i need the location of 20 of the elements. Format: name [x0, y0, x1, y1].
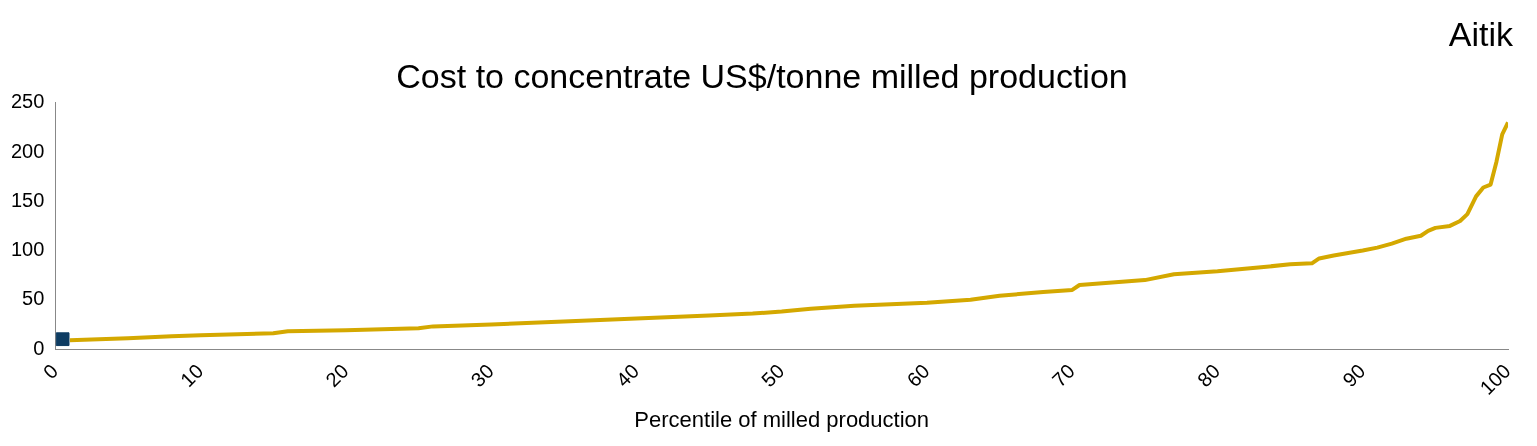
- x-tick-label: 50: [757, 359, 789, 391]
- x-axis-title: Percentile of milled production: [634, 406, 930, 432]
- x-tick-label: 90: [1338, 359, 1370, 391]
- y-tick-label: 50: [22, 287, 45, 310]
- x-tick-label: 100: [1475, 359, 1515, 399]
- y-tick-label: 250: [10, 90, 45, 113]
- x-tick-label: 60: [902, 359, 934, 391]
- chart-title: Cost to concentrate US$/tonne milled production: [396, 56, 1128, 95]
- y-tick-label: 100: [10, 238, 45, 261]
- x-tick-label: 70: [1047, 359, 1079, 391]
- x-tick-label: 20: [321, 359, 353, 391]
- x-tick-label: 40: [611, 359, 644, 391]
- x-tick-label: 10: [176, 359, 208, 391]
- x-tick-label: 30: [466, 359, 498, 391]
- text: Aitik: [1448, 15, 1514, 54]
- y-tick-label: 0: [33, 336, 45, 359]
- x-tick-label: 80: [1192, 359, 1225, 391]
- y-tick-label: 200: [10, 139, 45, 162]
- y-tick-label: 150: [10, 188, 45, 211]
- x-tick-label: 0: [38, 359, 63, 384]
